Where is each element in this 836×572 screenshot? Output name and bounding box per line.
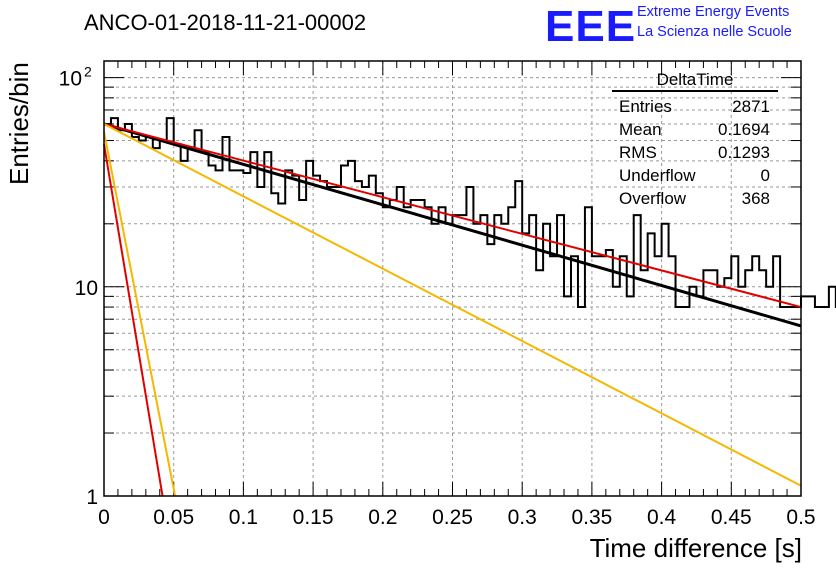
eee-logo: EEE <box>545 2 637 51</box>
x-tick-label: 0.15 <box>293 506 334 529</box>
x-tick-label: 0 <box>98 506 110 529</box>
y-tick-exponent: 2 <box>84 64 92 80</box>
histogram-bins <box>104 117 836 309</box>
stats-title: DeltaTime <box>612 70 778 92</box>
stats-box: DeltaTime Entries 2871 Mean 0.1694 RMS 0… <box>612 70 778 210</box>
x-tick-label: 0.1 <box>229 506 258 529</box>
stats-row-mean: Mean 0.1694 <box>612 118 778 141</box>
stats-value: 0 <box>760 166 770 185</box>
fast-component-alt-line <box>103 131 177 497</box>
x-tick-label: 0.25 <box>432 506 473 529</box>
stats-label: Entries <box>619 97 672 116</box>
stats-row-entries: Entries 2871 <box>612 95 778 118</box>
y-tick-label: 1 <box>86 486 98 509</box>
logo-line-1: Extreme Energy Events <box>637 4 790 20</box>
stats-value: 0.1293 <box>718 143 770 162</box>
chart-title: ANCO-01-2018-11-21-00002 <box>84 10 367 35</box>
x-tick-label: 0.2 <box>368 506 397 529</box>
x-tick-label: 0.45 <box>711 506 752 529</box>
y-tick-label: 10 <box>75 277 98 300</box>
stats-value: 2871 <box>732 97 770 116</box>
x-tick-label: 0.05 <box>153 506 194 529</box>
plot-frame <box>103 60 802 497</box>
x-tick-label: 0.4 <box>647 506 677 529</box>
y-tick-label: 10 <box>59 68 82 91</box>
x-tick-label: 0.5 <box>786 506 815 529</box>
fast-component-line <box>103 144 164 497</box>
x-tick-label: 0.35 <box>571 506 612 529</box>
stats-value: 368 <box>741 189 770 208</box>
stats-label: Mean <box>619 120 662 139</box>
stats-value: 0.1694 <box>718 120 770 139</box>
stats-row-rms: RMS 0.1293 <box>612 141 778 164</box>
x-axis-label: Time difference [s] <box>589 533 802 563</box>
total-fit-line <box>103 122 802 328</box>
stats-label: RMS <box>619 143 657 162</box>
stats-row-overflow: Overflow 368 <box>612 187 778 210</box>
stats-label: Underflow <box>619 166 696 185</box>
y-axis-label: Entries/bin <box>4 62 34 185</box>
stats-row-underflow: Underflow 0 <box>612 164 778 187</box>
slow-component-alt-line <box>103 123 802 487</box>
slow-component-line <box>103 123 802 309</box>
x-tick-label: 0.3 <box>508 506 537 529</box>
logo-line-2: La Scienza nelle Scuole <box>637 24 792 40</box>
stats-label: Overflow <box>619 189 687 208</box>
